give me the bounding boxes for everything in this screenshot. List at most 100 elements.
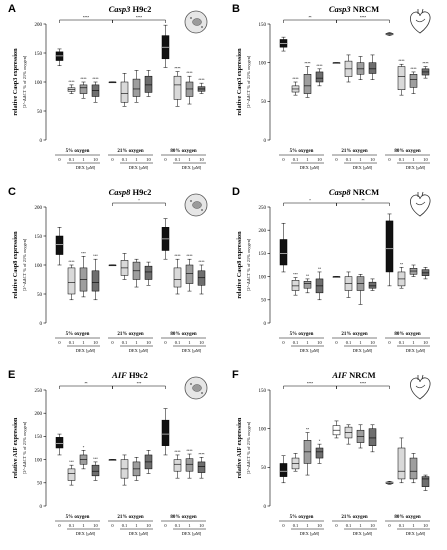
y-tick-label: 0 [40,322,43,327]
dex-label: DEX [µM] [182,165,202,170]
y-tick-label: 100 [35,81,43,86]
cell-type: NRCM [351,4,380,14]
y-axis-label: relative Casp3 expression [236,48,243,116]
box-significance: **** [198,451,205,456]
dose-tick-label: 1 [359,523,361,528]
dose-tick-label: 10 [370,523,375,528]
y-tick-label: 0 [264,139,267,144]
box-iqr [144,265,153,280]
dose-tick-label: 0 [58,340,61,345]
cell-type: NRCM [347,370,376,380]
dex-label: DEX [µM] [129,348,149,353]
dose-tick-label: 0.1 [122,340,128,345]
dex-label: DEX [µM] [182,348,202,353]
y-tick-label: 50 [261,466,267,471]
gene-name: AIF [331,370,347,380]
bracket-significance: **** [83,15,90,20]
y-tick-label: 0 [264,505,267,510]
panel-letter: C [8,186,16,198]
box-significance: **** [422,61,429,66]
dose-tick-label: 0 [111,523,114,528]
box-significance: **** [68,259,75,264]
dose-tick-label: 0.1 [399,157,405,162]
bracket-significance: **** [360,15,367,20]
dose-tick-label: 10 [93,340,98,345]
box-significance: *** [93,253,98,258]
dose-tick-label: 1 [359,340,361,345]
panel-title: Casp8 H9c2 [109,187,152,197]
dose-tick-label: 0 [282,523,285,528]
dose-tick-label: 0.1 [346,157,352,162]
box-iqr [132,78,141,97]
bracket-significance: **** [136,15,143,20]
box-significance: **** [316,63,323,68]
panel-letter: A [8,3,16,15]
dose-tick-label: 10 [93,523,98,528]
dose-tick-label: 10 [317,340,322,345]
heart-outline [410,377,431,400]
box-significance: **** [410,66,417,71]
dose-tick-label: 10 [317,157,322,162]
dose-tick-label: 0 [388,340,391,345]
box-iqr [356,62,365,75]
box-iqr [161,419,170,446]
cell-organelle [190,383,192,385]
panel-title: Casp8 NRCM [329,187,379,197]
dose-tick-label: 0 [335,523,338,528]
significance-bracket [336,385,390,389]
box-iqr [144,75,153,93]
dose-tick-label: 0.1 [175,157,181,162]
box-significance: **** [92,76,99,81]
x-group-label: 5% oxygen [66,515,90,520]
dose-tick-label: 1 [359,157,361,162]
y-tick-label: 250 [35,389,43,394]
dose-tick-label: 10 [146,157,151,162]
dex-label: DEX [µM] [129,531,149,536]
panel-title: Casp3 H9c2 [109,4,152,14]
box-significance: **** [80,76,87,81]
y-axis-label: relative AIF expression [236,417,243,478]
cell-nucleus [192,18,202,26]
box-iqr [368,62,377,74]
box-significance: *** [93,456,98,461]
y-axis-label: relative AIF expression [12,417,19,478]
dex-label: DEX [µM] [353,165,373,170]
cell-icon [184,193,208,217]
bracket-significance: ** [361,198,365,203]
dose-tick-label: 1 [135,340,137,345]
box-significance: *** [81,250,86,255]
dose-tick-label: 0.1 [69,157,75,162]
dex-label: DEX [µM] [76,531,96,536]
cell-organelle [190,17,192,19]
panel-letter: D [232,186,240,198]
y-tick-label: 100 [259,61,267,66]
cell-icon [184,10,208,34]
panel-letter: B [232,3,240,15]
y-tick-label: 100 [259,275,267,280]
x-group-label: 21% oxygen [341,149,367,154]
box-iqr [421,476,430,487]
box-significance: **** [198,259,205,264]
dex-label: DEX [µM] [76,165,96,170]
heart-vessels [417,191,424,197]
significance-bracket [283,202,337,206]
panel-letter: F [232,369,239,381]
y-axis-sublabel: [2^-ΔΔCT % of 21% oxygen] [246,55,251,108]
dose-tick-label: 1 [82,157,84,162]
box-iqr [67,468,76,481]
bracket-significance: **** [360,381,367,386]
y-tick-label: 200 [259,229,267,234]
heart-icon [410,374,431,400]
dex-label: DEX [µM] [353,348,373,353]
box-iqr [91,270,100,292]
y-axis-label: relative Casp8 expression [12,231,19,299]
y-axis-sublabel: [2^-ΔΔCT % of 21% oxygen] [246,238,251,291]
cell-organelle [201,26,203,28]
dose-tick-label: 0 [282,157,285,162]
box-significance: **** [68,79,75,84]
dose-tick-label: 10 [93,157,98,162]
significance-bracket [283,385,337,389]
significance-bracket [112,385,166,389]
significance-bracket [112,202,166,206]
